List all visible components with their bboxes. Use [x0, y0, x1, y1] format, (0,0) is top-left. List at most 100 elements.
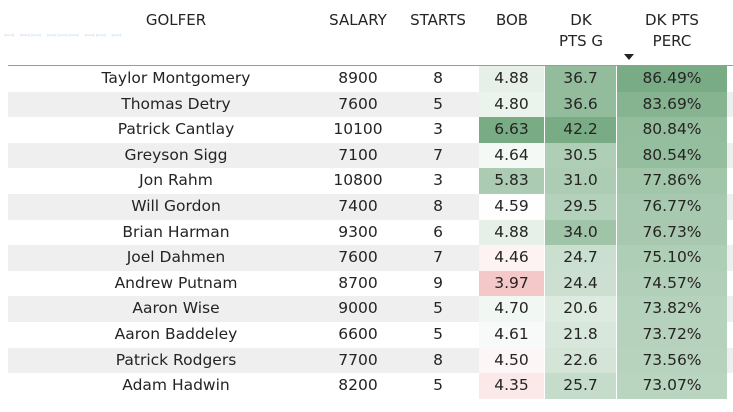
cell-dk-pts-perc: 75.10% [617, 245, 727, 271]
cell-golfer: Greyson Sigg [124, 145, 228, 164]
cell-dk-pts-perc: 73.07% [617, 373, 727, 399]
cell-golfer: Jon Rahm [139, 171, 213, 190]
cell-starts: 5 [433, 299, 443, 318]
cell-salary: 8900 [338, 69, 378, 87]
cell-dk-pts-g: 31.0 [545, 168, 617, 194]
cell-golfer: Aaron Baddeley [114, 324, 238, 343]
cell-starts: 5 [433, 324, 443, 343]
cell-starts: 8 [433, 196, 443, 215]
cell-dk-pts-g: 24.7 [545, 245, 617, 271]
cell-starts: 8 [433, 69, 443, 87]
table-row[interactable]: Aaron Baddeley 6600 5 4.61 21.8 73.72% [8, 321, 733, 348]
cell-bob: 4.70 [479, 296, 545, 322]
cell-bob: 5.83 [479, 168, 545, 194]
cell-dk-pts-g: 25.7 [545, 373, 617, 399]
cell-bob: 4.88 [479, 219, 545, 246]
cell-salary: 6600 [338, 324, 378, 343]
cell-salary: 9000 [338, 299, 378, 318]
cell-golfer: Thomas Detry [121, 94, 231, 113]
background-watermark: ꟷ ꟷꟷ ꟷꟷꟷ ꟷꟷ ꟷ [4, 29, 123, 44]
cell-bob: 3.97 [479, 270, 545, 297]
cell-salary: 7600 [338, 94, 378, 113]
cell-golfer: Patrick Cantlay [117, 120, 235, 139]
cell-salary: 10100 [333, 120, 383, 139]
cell-dk-pts-perc: 74.57% [617, 270, 727, 297]
table-row[interactable]: Brian Harman 9300 6 4.88 34.0 76.73% [8, 219, 733, 246]
table-row[interactable]: Greyson Sigg 7100 7 4.64 30.5 80.54% [8, 142, 733, 169]
cell-bob: 6.63 [479, 117, 545, 143]
cell-starts: 3 [433, 120, 443, 139]
cell-bob: 4.46 [479, 245, 545, 271]
cell-starts: 8 [433, 350, 443, 369]
cell-starts: 5 [433, 94, 443, 113]
cell-salary: 7600 [338, 248, 378, 267]
cell-salary: 7700 [338, 350, 378, 369]
golfer-stats-table: GOLFER SALARY STARTS BOB DK PTS G DK PTS… [8, 0, 733, 399]
cell-golfer: Joel Dahmen [126, 248, 226, 267]
cell-dk-pts-g: 20.6 [545, 296, 617, 322]
cell-salary: 9300 [338, 222, 378, 241]
cell-golfer: Brian Harman [122, 222, 230, 241]
cell-starts: 9 [433, 273, 443, 292]
table-row[interactable]: Adam Hadwin 8200 5 4.35 25.7 73.07% [8, 373, 733, 399]
column-header-bob[interactable]: BOB [495, 11, 529, 29]
cell-salary: 8700 [338, 273, 378, 292]
column-header-golfer[interactable]: GOLFER [145, 11, 207, 29]
cell-dk-pts-perc: 80.54% [617, 142, 727, 169]
cell-dk-pts-perc: 73.82% [617, 296, 727, 322]
cell-dk-pts-g: 36.7 [545, 66, 617, 92]
cell-starts: 5 [433, 376, 443, 395]
cell-salary: 7400 [338, 196, 378, 215]
cell-golfer: Andrew Putnam [114, 273, 238, 292]
table-row[interactable]: Joel Dahmen 7600 7 4.46 24.7 75.10% [8, 245, 733, 271]
cell-dk-pts-perc: 86.49% [617, 66, 727, 92]
table-row[interactable]: Jon Rahm 10800 3 5.83 31.0 77.86% [8, 168, 733, 194]
cell-bob: 4.80 [479, 91, 545, 118]
table-row[interactable]: Patrick Rodgers 7700 8 4.50 22.6 73.56% [8, 347, 733, 374]
cell-dk-pts-g: 24.4 [545, 270, 617, 297]
cell-bob: 4.64 [479, 142, 545, 169]
cell-golfer: Patrick Rodgers [115, 350, 237, 369]
table-row[interactable]: Will Gordon 7400 8 4.59 29.5 76.77% [8, 193, 733, 220]
column-header-dk-pts-perc[interactable]: DK PTS PERC [645, 11, 699, 50]
table-row[interactable]: Taylor Montgomery 8900 8 4.88 36.7 86.49% [8, 66, 733, 92]
cell-dk-pts-g: 34.0 [545, 219, 617, 246]
table-row[interactable]: Thomas Detry 7600 5 4.80 36.6 83.69% [8, 91, 733, 118]
cell-golfer: Adam Hadwin [122, 376, 230, 395]
cell-salary: 7100 [338, 145, 378, 164]
cell-bob: 4.35 [479, 373, 545, 399]
cell-dk-pts-perc: 77.86% [617, 168, 727, 194]
cell-golfer: Aaron Wise [132, 299, 220, 318]
cell-starts: 7 [433, 248, 443, 267]
table-row[interactable]: Patrick Cantlay 10100 3 6.63 42.2 80.84% [8, 117, 733, 143]
cell-golfer: Will Gordon [131, 196, 221, 215]
cell-dk-pts-perc: 76.73% [617, 219, 727, 246]
cell-dk-pts-g: 29.5 [545, 193, 617, 220]
cell-starts: 3 [433, 171, 443, 190]
cell-salary: 8200 [338, 376, 378, 395]
column-header-starts[interactable]: STARTS [410, 11, 466, 29]
column-header-dk-pts-g[interactable]: DK PTS G [558, 11, 604, 50]
table-body: Taylor Montgomery 8900 8 4.88 36.7 86.49% Thom… [8, 66, 733, 399]
table-row[interactable]: Andrew Putnam 8700 9 3.97 24.4 74.57% [8, 270, 733, 297]
cell-bob: 4.59 [479, 193, 545, 220]
cell-golfer: Taylor Montgomery [101, 69, 251, 87]
cell-dk-pts-g: 36.6 [545, 91, 617, 118]
cell-dk-pts-g: 42.2 [545, 117, 617, 143]
cell-bob: 4.50 [479, 347, 545, 374]
cell-bob: 4.88 [479, 66, 545, 92]
column-header-salary[interactable]: SALARY [329, 11, 387, 29]
cell-bob: 4.61 [479, 321, 545, 348]
table-row[interactable]: Aaron Wise 9000 5 4.70 20.6 73.82% [8, 296, 733, 322]
cell-salary: 10800 [333, 171, 383, 190]
sort-descending-icon[interactable] [624, 54, 634, 60]
cell-starts: 7 [433, 145, 443, 164]
cell-dk-pts-g: 30.5 [545, 142, 617, 169]
cell-dk-pts-g: 21.8 [545, 321, 617, 348]
cell-dk-pts-perc: 76.77% [617, 193, 727, 220]
cell-dk-pts-perc: 83.69% [617, 91, 727, 118]
cell-dk-pts-perc: 73.72% [617, 321, 727, 348]
cell-dk-pts-perc: 80.84% [617, 117, 727, 143]
cell-dk-pts-g: 22.6 [545, 347, 617, 374]
table-header: GOLFER SALARY STARTS BOB DK PTS G DK PTS… [8, 0, 733, 66]
